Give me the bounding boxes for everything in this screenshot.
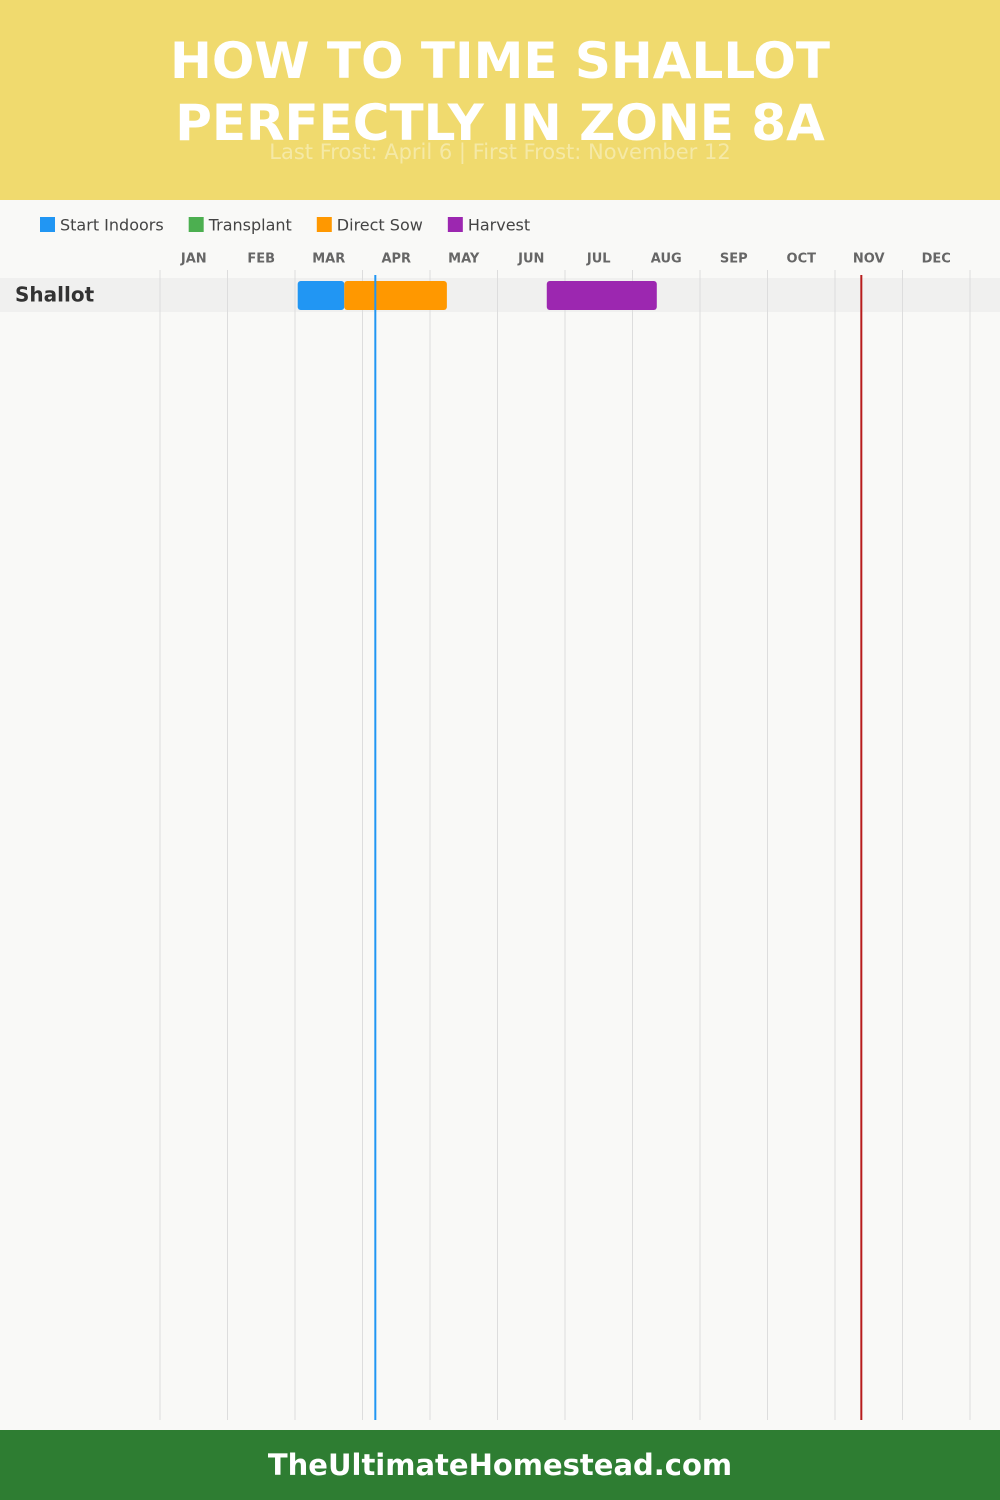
legend-label: Transplant xyxy=(208,216,292,235)
row-label: Shallot xyxy=(15,283,95,307)
x-tick-label: OCT xyxy=(787,252,817,267)
header: HOW TO TIME SHALLOT PERFECTLY IN ZONE 8A… xyxy=(0,0,1000,200)
bar xyxy=(297,281,345,310)
legend-swatch xyxy=(40,217,55,232)
x-tick-label: SEP xyxy=(720,252,748,267)
legend-swatch xyxy=(188,217,204,232)
legend-swatch xyxy=(447,217,463,232)
x-tick-label: JUN xyxy=(517,252,544,267)
x-tick-label: AUG xyxy=(651,252,682,267)
x-tick-label: MAR xyxy=(312,252,345,267)
chart: Start Indoors Transplant Direct Sow Harvest… xyxy=(0,216,1000,1420)
row-band xyxy=(0,278,1000,312)
footer: TheUltimateHomestead.com xyxy=(0,1430,1000,1500)
bar xyxy=(546,281,657,310)
x-tick-label: MAY xyxy=(448,252,480,267)
x-tick-label: NOV xyxy=(853,252,885,267)
legend-swatch xyxy=(316,217,332,232)
x-tick-label: DEC xyxy=(922,252,951,267)
chart-title: HOW TO TIME SHALLOT PERFECTLY IN ZONE 8A xyxy=(169,32,831,152)
legend-label: Start Indoors xyxy=(60,216,164,235)
legend-label: Direct Sow xyxy=(337,216,423,235)
x-tick-label: FEB xyxy=(247,252,275,267)
x-tick-label: JUL xyxy=(586,252,611,267)
chart-subtitle: Last Frost: April 6 | First Frost: Novem… xyxy=(269,140,731,164)
legend-label: Harvest xyxy=(468,216,530,235)
bar xyxy=(344,281,447,310)
x-tick-label: APR xyxy=(381,252,411,267)
x-tick-label: JAN xyxy=(180,252,207,267)
